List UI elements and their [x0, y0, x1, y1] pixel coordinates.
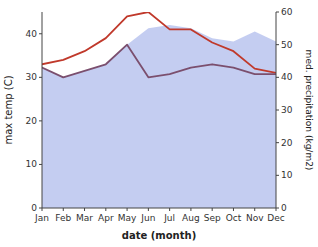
x-tick	[105, 208, 106, 211]
x-tick	[254, 208, 255, 211]
x-axis-label: date (month)	[122, 230, 196, 241]
y2-tick-label: 0	[281, 203, 287, 213]
x-tick-label: Sep	[204, 213, 221, 223]
y-tick-label: 0	[31, 203, 37, 213]
y2-tick	[276, 44, 279, 45]
x-tick	[212, 208, 213, 211]
y-tick	[39, 33, 42, 34]
x-tick-label: Jul	[163, 213, 175, 223]
y-tick	[39, 77, 42, 78]
x-tick-label: Nov	[246, 213, 264, 223]
y2-tick-label: 40	[281, 72, 293, 82]
x-axis	[42, 208, 276, 209]
y-tick-label: 40	[26, 29, 38, 39]
y2-tick-label: 10	[281, 170, 293, 180]
y-tick-label: 10	[26, 159, 38, 169]
x-tick-label: Apr	[98, 213, 114, 223]
x-tick-label: Feb	[55, 213, 71, 223]
y2-tick	[276, 12, 279, 13]
y-tick	[39, 164, 42, 165]
x-tick	[148, 208, 149, 211]
x-tick-label: Dec	[267, 213, 284, 223]
y-axis	[42, 12, 43, 208]
x-tick	[63, 208, 64, 211]
y-tick-label: 20	[26, 116, 38, 126]
y2-tick-label: 20	[281, 138, 293, 148]
y-tick	[39, 208, 42, 209]
x-tick-label: Oct	[226, 213, 242, 223]
y2-tick-label: 30	[281, 105, 293, 115]
x-tick-label: Jan	[34, 213, 49, 223]
chart: JanFebMarAprMayJunJulAugSepOctNovDec0102…	[0, 0, 318, 247]
y2-tick	[276, 175, 279, 176]
x-tick-label: Aug	[182, 213, 200, 223]
plot-area	[42, 12, 276, 208]
line	[42, 45, 276, 78]
y-tick-label: 30	[26, 72, 38, 82]
y2-tick-label: 60	[281, 7, 293, 17]
x-tick	[233, 208, 234, 211]
x-tick	[169, 208, 170, 211]
x-tick-label: Jun	[140, 213, 155, 223]
area	[42, 25, 276, 208]
x-tick-label: May	[118, 213, 137, 223]
x-tick	[84, 208, 85, 211]
y-axis-label: max temp (C)	[3, 75, 14, 144]
y-tick	[39, 120, 42, 121]
line	[42, 12, 276, 73]
y2-tick	[276, 77, 279, 78]
y2-tick	[276, 208, 279, 209]
x-tick	[127, 208, 128, 211]
x-tick-label: Mar	[76, 213, 93, 223]
y2-tick	[276, 142, 279, 143]
y2-tick	[276, 110, 279, 111]
y2-tick-label: 50	[281, 40, 293, 50]
x-tick	[190, 208, 191, 211]
y2-axis-label: med. precipitation (kg/m2)	[304, 50, 314, 171]
